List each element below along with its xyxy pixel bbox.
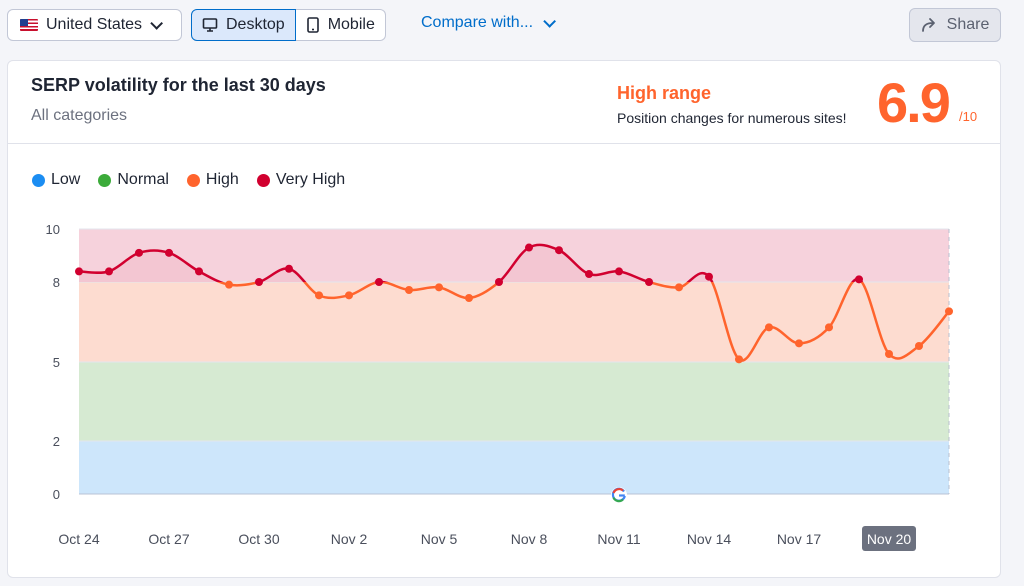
data-point — [375, 278, 383, 286]
desktop-label: Desktop — [226, 16, 285, 33]
data-point — [945, 307, 953, 316]
google-update-icon[interactable] — [611, 487, 627, 503]
legend-dot — [256, 173, 270, 187]
volatility-score: 6.9 — [877, 71, 951, 134]
data-point — [735, 355, 743, 364]
card-header: SERP volatility for the last 30 days All… — [8, 61, 1000, 144]
data-point — [765, 323, 773, 332]
score-max: /10 — [959, 109, 978, 124]
legend-label: Normal — [117, 171, 169, 188]
data-point — [345, 291, 353, 300]
band-low — [79, 441, 949, 494]
data-point — [405, 286, 413, 294]
x-tick-label: Nov 17 — [777, 531, 822, 547]
data-point — [75, 267, 83, 276]
desktop-button[interactable]: Desktop — [191, 9, 296, 41]
x-tick-label: Nov 2 — [331, 531, 368, 547]
share-button[interactable]: Share — [909, 8, 1001, 42]
y-tick-label: 10 — [46, 222, 60, 237]
range-title: High range — [617, 83, 712, 103]
us-flag-icon — [20, 19, 38, 31]
data-point — [615, 267, 623, 276]
data-point — [825, 323, 833, 332]
legend-label: High — [205, 171, 239, 188]
y-tick-label: 8 — [53, 275, 60, 290]
x-tick-highlight — [862, 526, 916, 551]
legend-dot — [98, 173, 112, 187]
series-line-very-high — [79, 243, 864, 282]
data-point — [435, 283, 443, 292]
share-icon — [921, 18, 935, 32]
legend-item-low[interactable]: Low — [32, 171, 80, 189]
share-label: Share — [946, 16, 990, 33]
legend-label: Very High — [275, 171, 346, 188]
x-tick-label: Nov 5 — [421, 531, 458, 547]
legend-item-very-high[interactable]: Very High — [256, 171, 346, 189]
data-point — [855, 275, 863, 284]
very-high-area — [79, 244, 949, 282]
device-toggle: Desktop Mobile — [191, 9, 386, 41]
data-point — [255, 278, 263, 286]
data-point — [585, 270, 593, 279]
x-tick-label: Oct 30 — [238, 531, 279, 547]
band-normal — [79, 362, 949, 441]
x-tick-label: Nov 20 — [867, 531, 912, 547]
toolbar: United States Desktop Mobile Compare wit… — [0, 0, 1024, 50]
data-point — [165, 248, 173, 257]
legend-label: Low — [51, 171, 81, 188]
data-point — [135, 248, 143, 257]
compare-dropdown[interactable]: Compare with... — [421, 14, 557, 32]
data-point — [555, 246, 563, 255]
x-tick-label: Nov 8 — [511, 531, 548, 547]
card-title: SERP volatility for the last 30 days — [31, 75, 326, 95]
chart-legend: Low Normal High Very High — [32, 171, 345, 189]
mobile-label: Mobile — [327, 16, 375, 33]
x-tick-label: Oct 24 — [58, 531, 99, 547]
data-point — [675, 283, 683, 292]
legend-item-normal[interactable]: Normal — [98, 171, 169, 189]
legend-item-high[interactable]: High — [186, 171, 239, 189]
desktop-icon — [202, 18, 218, 32]
x-tick-label: Nov 14 — [687, 531, 732, 547]
legend-dot — [32, 173, 45, 187]
data-point — [495, 278, 503, 286]
data-point — [915, 342, 923, 350]
country-select[interactable]: United States — [7, 9, 182, 41]
y-tick-label: 2 — [53, 434, 60, 449]
x-tick-label: Nov 11 — [597, 531, 641, 547]
y-tick-label: 5 — [53, 355, 60, 370]
compare-label: Compare with... — [421, 14, 534, 31]
data-point — [525, 243, 533, 252]
data-point — [285, 264, 293, 273]
data-point — [795, 339, 803, 348]
data-point — [315, 291, 323, 300]
data-point — [705, 272, 713, 281]
legend-dot — [186, 173, 200, 187]
data-point — [885, 350, 893, 358]
range-description: Position changes for numerous sites! — [617, 110, 847, 126]
card-subtitle: All categories — [31, 107, 128, 124]
data-point — [465, 294, 473, 302]
data-point — [225, 280, 233, 289]
data-point — [105, 267, 113, 276]
data-point — [645, 278, 653, 286]
country-label: United States — [46, 16, 143, 33]
mobile-button[interactable]: Mobile — [295, 9, 386, 41]
mobile-icon — [306, 17, 319, 33]
y-tick-label: 0 — [53, 487, 60, 502]
data-point — [195, 267, 203, 276]
x-tick-label: Oct 27 — [148, 531, 189, 547]
band-high — [79, 282, 949, 362]
